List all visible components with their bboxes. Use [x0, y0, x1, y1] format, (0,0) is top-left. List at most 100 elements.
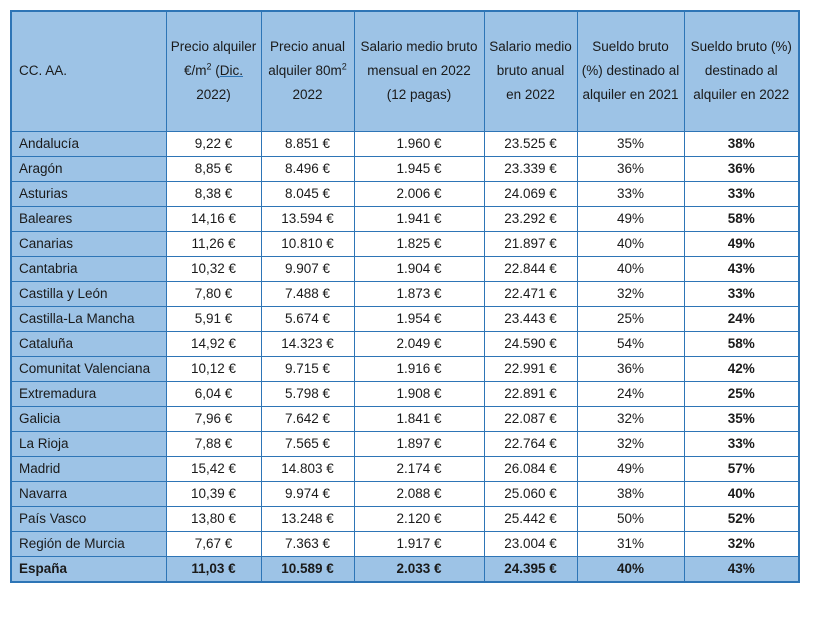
superscript-2: 2 — [206, 61, 212, 72]
cell-pct-2021: 49% — [576, 455, 685, 482]
cell-monthly-salary: 1.917 € — [353, 530, 485, 557]
header-row: CC. AA. Precio alquiler €/m2 (Dic. 2022)… — [10, 10, 800, 132]
cell-price-per-sqm: 14,92 € — [165, 330, 262, 357]
cell-pct-2021: 32% — [576, 280, 685, 307]
total-row-label: España — [10, 555, 167, 583]
cell-price-per-sqm: 7,96 € — [165, 405, 262, 432]
header-text: Precio alquiler €/m — [170, 39, 257, 79]
table-row: Andalucía 9,22 € 8.851 € 1.960 € 23.525 … — [10, 130, 800, 157]
region-name: País Vasco — [10, 505, 167, 532]
cell-monthly-salary: 1.960 € — [353, 130, 485, 157]
rent-salary-table: CC. AA. Precio alquiler €/m2 (Dic. 2022)… — [10, 10, 800, 583]
header-text: ( — [211, 63, 220, 79]
cell-monthly-salary: 2.088 € — [353, 480, 485, 507]
cell-annual-salary: 25.060 € — [483, 480, 578, 507]
cell-pct-2022: 36% — [683, 155, 800, 182]
cell-annual-salary: 25.442 € — [483, 505, 578, 532]
cell-price-per-sqm: 9,22 € — [165, 130, 262, 157]
header-cell-pct-2022: Sueldo bruto (%) destinado al alquiler e… — [683, 10, 800, 132]
cell-pct-2022: 33% — [683, 180, 800, 207]
cell-price-per-sqm: 8,38 € — [165, 180, 262, 207]
cell-pct-2022: 57% — [683, 455, 800, 482]
region-name: Región de Murcia — [10, 530, 167, 557]
cell-pct-2022: 35% — [683, 405, 800, 432]
cell-pct-2022: 42% — [683, 355, 800, 382]
table-row: Canarias 11,26 € 10.810 € 1.825 € 21.897… — [10, 230, 800, 257]
cell-annual-salary: 22.891 € — [483, 380, 578, 407]
table-row: Asturias 8,38 € 8.045 € 2.006 € 24.069 €… — [10, 180, 800, 207]
table-row: Cantabria 10,32 € 9.907 € 1.904 € 22.844… — [10, 255, 800, 282]
cell-pct-2021: 40% — [576, 255, 685, 282]
cell-pct-2021: 32% — [576, 405, 685, 432]
cell-monthly-salary: 1.941 € — [353, 205, 485, 232]
cell-annual-salary: 24.590 € — [483, 330, 578, 357]
cell-annual-rent: 7.363 € — [260, 530, 355, 557]
cell-monthly-salary: 2.006 € — [353, 180, 485, 207]
cell-price-per-sqm: 6,04 € — [165, 380, 262, 407]
cell-annual-rent: 5.798 € — [260, 380, 355, 407]
header-text: 2022 — [292, 87, 323, 103]
cell-price-per-sqm: 10,39 € — [165, 480, 262, 507]
table-row: Castilla-La Mancha 5,91 € 5.674 € 1.954 … — [10, 305, 800, 332]
cell-monthly-salary: 2.049 € — [353, 330, 485, 357]
table-row: Aragón 8,85 € 8.496 € 1.945 € 23.339 € 3… — [10, 155, 800, 182]
header-cell-annual-rent: Precio anual alquiler 80m2 2022 — [260, 10, 355, 132]
table-row: Galicia 7,96 € 7.642 € 1.841 € 22.087 € … — [10, 405, 800, 432]
cell-monthly-salary: 1.825 € — [353, 230, 485, 257]
cell-monthly-salary: 1.916 € — [353, 355, 485, 382]
cell-pct-2021: 31% — [576, 530, 685, 557]
cell-annual-salary: 22.844 € — [483, 255, 578, 282]
cell-pct-2022: 58% — [683, 330, 800, 357]
table-row: Región de Murcia 7,67 € 7.363 € 1.917 € … — [10, 530, 800, 557]
cell-pct-2021: 25% — [576, 305, 685, 332]
cell-annual-salary: 24.395 € — [483, 555, 578, 583]
cell-price-per-sqm: 14,16 € — [165, 205, 262, 232]
cell-pct-2022: 33% — [683, 280, 800, 307]
cell-annual-salary: 22.471 € — [483, 280, 578, 307]
cell-annual-salary: 23.292 € — [483, 205, 578, 232]
cell-pct-2022: 52% — [683, 505, 800, 532]
cell-annual-salary: 24.069 € — [483, 180, 578, 207]
cell-pct-2021: 36% — [576, 355, 685, 382]
cell-annual-rent: 9.907 € — [260, 255, 355, 282]
cell-pct-2021: 24% — [576, 380, 685, 407]
cell-price-per-sqm: 7,88 € — [165, 430, 262, 457]
table-row: Baleares 14,16 € 13.594 € 1.941 € 23.292… — [10, 205, 800, 232]
header-text: 2022) — [196, 87, 231, 103]
cell-pct-2021: 50% — [576, 505, 685, 532]
superscript-2: 2 — [341, 61, 347, 72]
cell-annual-rent: 8.851 € — [260, 130, 355, 157]
cell-pct-2022: 43% — [683, 555, 800, 583]
cell-pct-2022: 38% — [683, 130, 800, 157]
header-cell-annual-salary: Salario medio bruto anual en 2022 — [483, 10, 578, 132]
table-row: Extremadura 6,04 € 5.798 € 1.908 € 22.89… — [10, 380, 800, 407]
cell-monthly-salary: 1.873 € — [353, 280, 485, 307]
region-name: Castilla-La Mancha — [10, 305, 167, 332]
cell-annual-rent: 14.803 € — [260, 455, 355, 482]
dic-2022-link[interactable]: Dic. — [219, 63, 244, 79]
cell-price-per-sqm: 8,85 € — [165, 155, 262, 182]
cell-annual-rent: 9.974 € — [260, 480, 355, 507]
header-cell-pct-2021: Sueldo bruto (%) destinado al alquiler e… — [576, 10, 685, 132]
cell-annual-rent: 5.674 € — [260, 305, 355, 332]
cell-price-per-sqm: 7,67 € — [165, 530, 262, 557]
cell-pct-2021: 40% — [576, 230, 685, 257]
table-row: Comunitat Valenciana 10,12 € 9.715 € 1.9… — [10, 355, 800, 382]
cell-monthly-salary: 2.174 € — [353, 455, 485, 482]
cell-pct-2021: 54% — [576, 330, 685, 357]
region-name: Madrid — [10, 455, 167, 482]
table-row: Cataluña 14,92 € 14.323 € 2.049 € 24.590… — [10, 330, 800, 357]
cell-annual-rent: 10.589 € — [260, 555, 355, 583]
cell-pct-2021: 40% — [576, 555, 685, 583]
region-name: Baleares — [10, 205, 167, 232]
cell-annual-rent: 7.565 € — [260, 430, 355, 457]
cell-pct-2022: 49% — [683, 230, 800, 257]
table-row: Castilla y León 7,80 € 7.488 € 1.873 € 2… — [10, 280, 800, 307]
region-name: Andalucía — [10, 130, 167, 157]
cell-monthly-salary: 1.897 € — [353, 430, 485, 457]
cell-annual-salary: 23.339 € — [483, 155, 578, 182]
cell-annual-rent: 13.594 € — [260, 205, 355, 232]
cell-monthly-salary: 1.904 € — [353, 255, 485, 282]
cell-annual-rent: 7.488 € — [260, 280, 355, 307]
cell-monthly-salary: 1.954 € — [353, 305, 485, 332]
